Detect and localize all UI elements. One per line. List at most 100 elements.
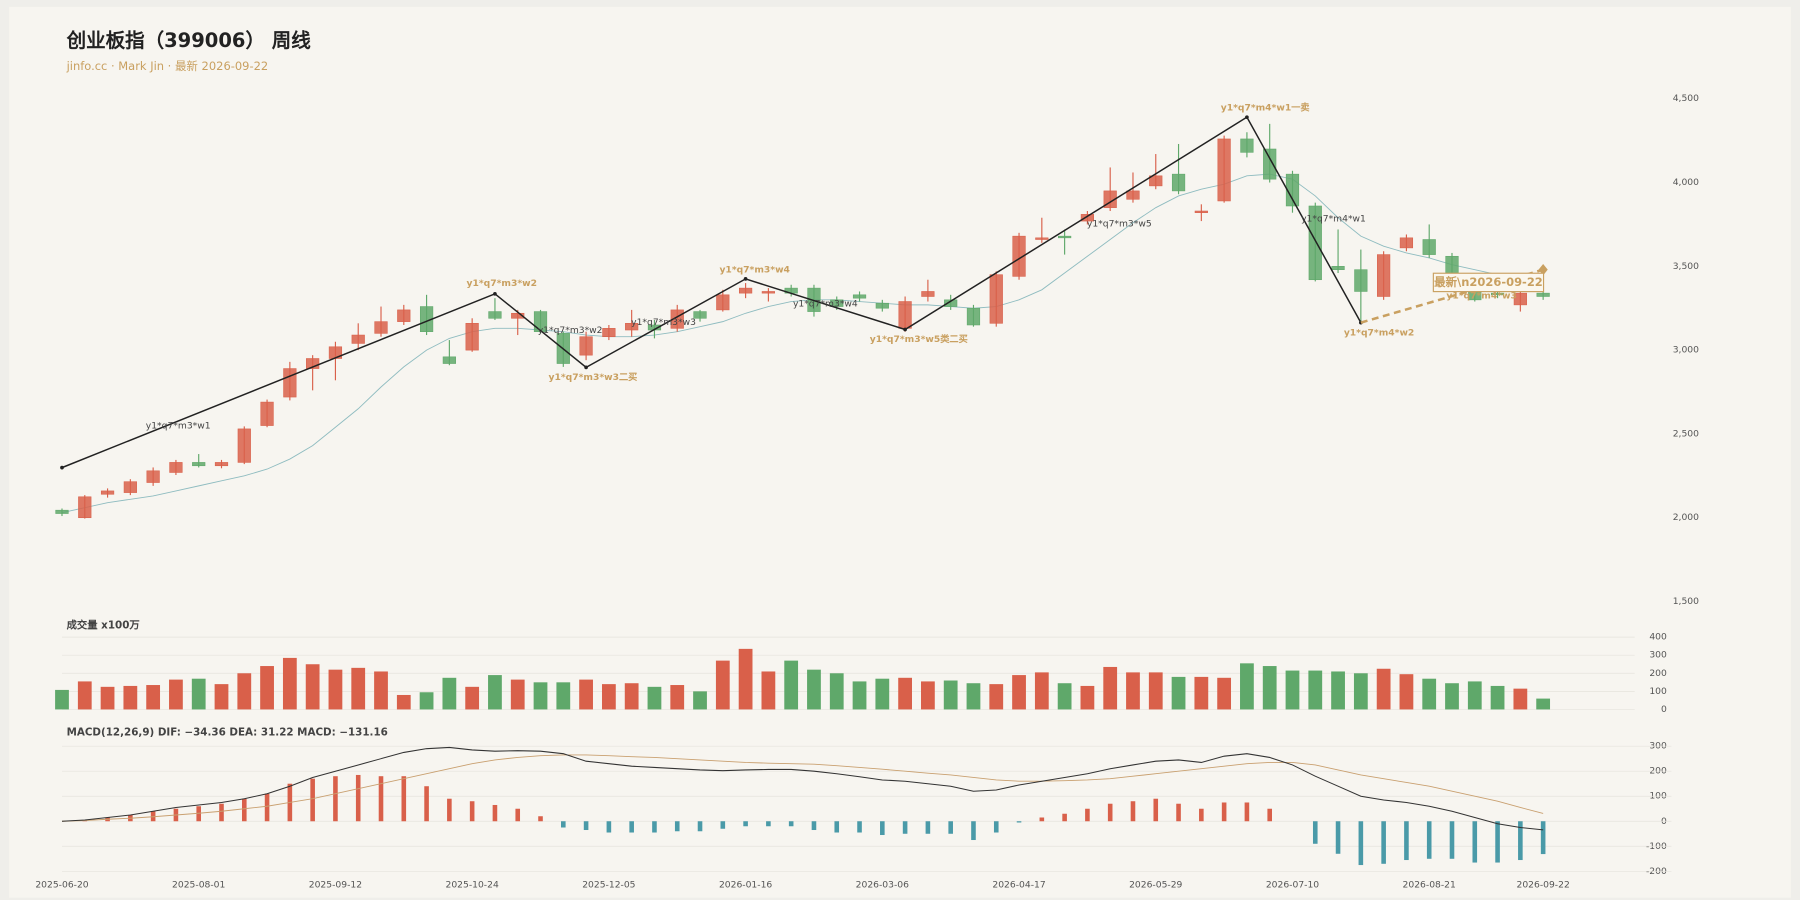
macd-title: MACD(12,26,9) DIF: −34.36 DEA: 31.22 MAC…: [67, 726, 388, 738]
macd-bar: [606, 821, 612, 833]
volume-bar: [1057, 683, 1072, 710]
macd-bar: [697, 821, 703, 832]
x-tick-label: 2026-03-06: [856, 880, 909, 891]
macd-bar: [834, 821, 840, 833]
candle-body: [1377, 254, 1391, 297]
latest-label: 最新\n2026-09-22: [1434, 275, 1543, 289]
wave-annotation: y1*q7*m3*w5类二买: [870, 333, 968, 345]
candle-body: [78, 496, 92, 519]
candle-body: [944, 299, 958, 307]
macd-bar: [492, 804, 498, 822]
y-tick-label: 3,000: [1673, 345, 1699, 356]
volume-bar: [852, 681, 867, 710]
x-tick-label: 2026-07-10: [1266, 880, 1319, 891]
volume-bar: [1171, 676, 1186, 710]
volume-bar: [1513, 688, 1528, 710]
macd-bar: [515, 808, 521, 822]
macd-bar: [1085, 808, 1090, 822]
macd-bar: [1199, 808, 1204, 822]
volume-bar: [442, 677, 457, 710]
candle-body: [761, 291, 775, 294]
volume-bar: [1034, 672, 1049, 710]
macd-bar: [1540, 821, 1546, 855]
macd-bar: [538, 816, 543, 822]
volume-bar: [1467, 681, 1482, 710]
volume-bar: [898, 677, 912, 710]
candle-body: [192, 462, 206, 467]
macd-bar: [1130, 801, 1136, 822]
candle-body: [1058, 235, 1072, 239]
macd-bar: [424, 786, 429, 822]
x-tick-label: 2026-09-22: [1516, 880, 1569, 891]
macd-bar: [1107, 803, 1113, 822]
macd-bar: [971, 821, 976, 841]
macd-bar: [333, 776, 338, 822]
volume-bar: [305, 664, 320, 710]
macd-bar: [196, 806, 202, 822]
volume-bar: [1262, 666, 1277, 710]
wave-annotation: y1*q7*m3*w3二买: [549, 372, 638, 383]
macd-bar: [1244, 802, 1250, 822]
candle-body: [1331, 266, 1345, 270]
candle-body: [989, 274, 1003, 324]
volume-bar: [488, 675, 502, 710]
volume-bar: [601, 684, 616, 710]
candle-body: [875, 302, 889, 309]
volume-bar: [510, 679, 525, 710]
wave-annotation: y1*q7*m4*w2: [1344, 327, 1415, 338]
macd-bar: [1518, 821, 1523, 861]
volume-bar: [1285, 670, 1300, 710]
x-tick-label: 2025-10-24: [445, 880, 498, 891]
candle-body: [1490, 292, 1505, 296]
macd-bar: [1312, 821, 1318, 844]
macd-bar: [993, 821, 999, 833]
candle-body: [214, 462, 229, 467]
x-tick-label: 2025-06-20: [35, 880, 88, 891]
macd-bar: [902, 821, 908, 834]
candle-body: [625, 323, 639, 331]
volume-bar: [1376, 668, 1391, 710]
candle-body: [1263, 148, 1277, 180]
y-tick-label: 4,000: [1673, 177, 1699, 188]
dea-line: [61, 754, 1544, 822]
volume-bar: [1422, 678, 1437, 710]
candle-body: [533, 311, 548, 332]
macd-bar: [652, 821, 657, 833]
candle-body: [1513, 292, 1527, 306]
candle-body: [1399, 237, 1414, 249]
y-tick-label: 2,500: [1673, 428, 1699, 439]
macd-bar: [1039, 817, 1045, 822]
candle-body: [488, 311, 502, 319]
wave-annotation: y1*q7*m4*w1: [1301, 214, 1366, 225]
wave-annotation: y1*q7*m3*w1: [146, 420, 211, 431]
volume-bar: [328, 669, 343, 710]
chart-subtitle: jinfo.cc · Mark Jin · 最新 2026-09-22: [66, 59, 269, 73]
wave-annotation: y1*q7*m3*w2: [467, 278, 538, 289]
candle-body: [169, 462, 183, 473]
candle-body: [237, 428, 251, 463]
volume-bar: [624, 683, 639, 710]
volume-bar: [738, 648, 753, 710]
macd-bar: [1426, 821, 1432, 859]
dif-line: [61, 746, 1544, 831]
volume-bar: [214, 684, 229, 710]
volume-bar: [647, 686, 662, 710]
x-tick-label: 2026-01-16: [719, 880, 772, 891]
candle-body: [1012, 235, 1026, 277]
volume-bar: [396, 694, 411, 710]
candle-body: [55, 509, 69, 514]
wave-vertex: [584, 365, 588, 370]
wave-vertex: [1245, 115, 1249, 119]
candle-body: [374, 321, 388, 334]
volume-bar: [1445, 683, 1459, 710]
x-tick-label: 2025-08-01: [172, 880, 225, 891]
x-tick-label: 2026-04-17: [992, 880, 1045, 891]
macd-bar: [310, 778, 315, 822]
wave-annotation: y1*q7*m3*w2: [538, 325, 603, 336]
y-tick-label: 4,500: [1673, 93, 1699, 104]
candle-body: [1035, 237, 1049, 240]
macd-bar: [1062, 813, 1067, 822]
candle-body: [966, 307, 981, 326]
wave-annotation: y1*q7*m4*w3: [1446, 291, 1517, 302]
